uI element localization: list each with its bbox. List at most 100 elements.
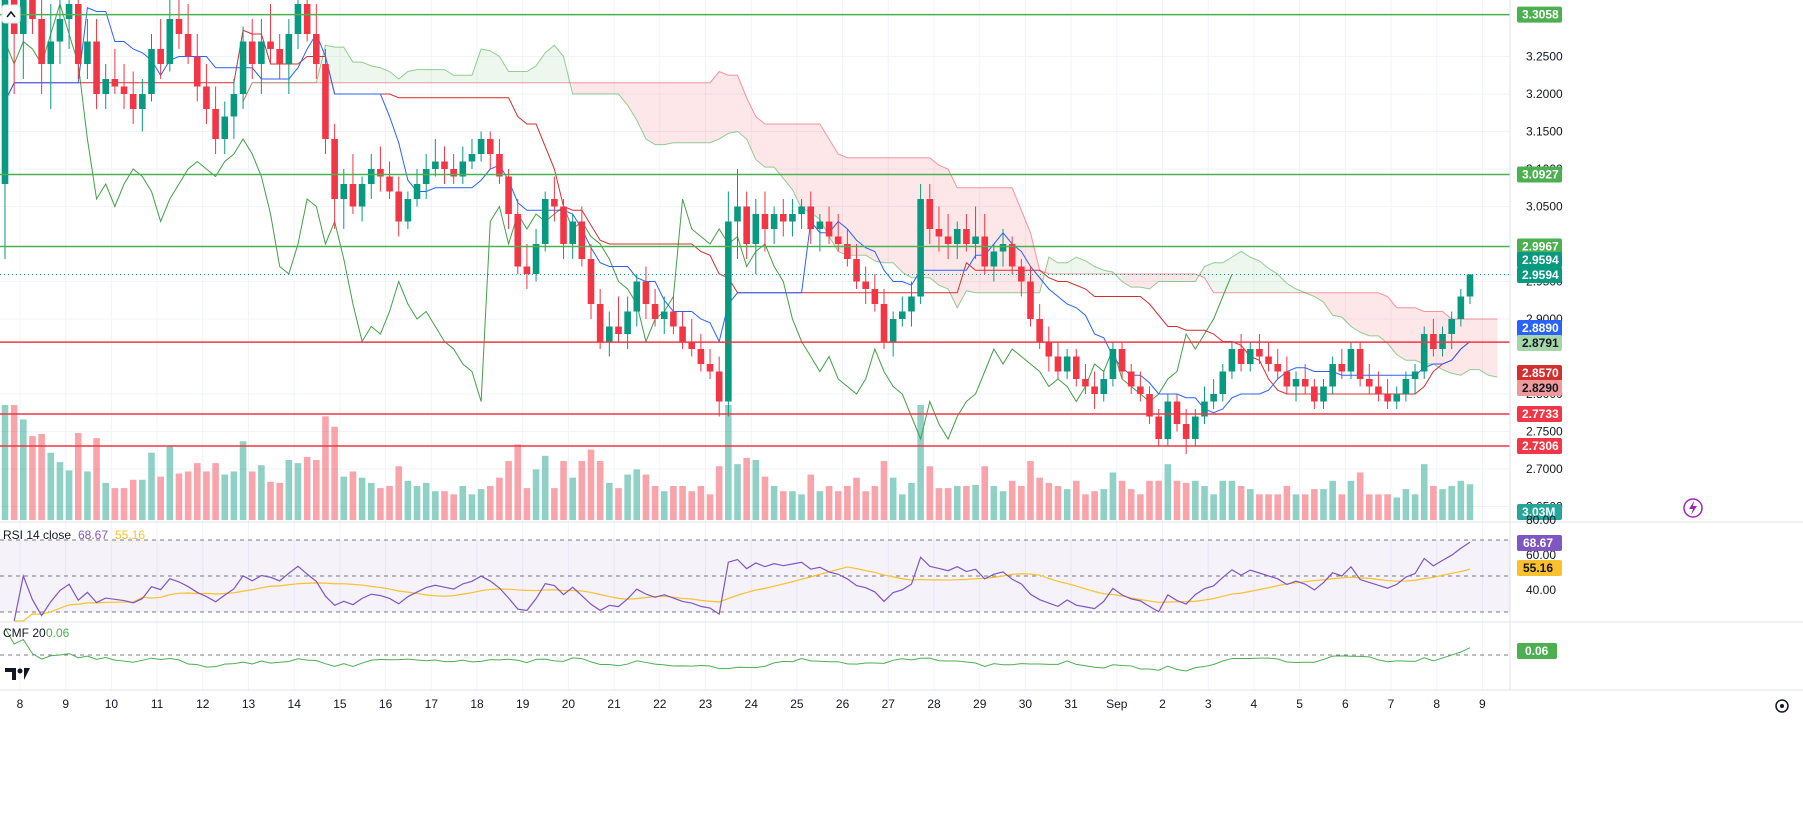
candle-body[interactable] bbox=[1, 0, 9, 184]
candle-body[interactable] bbox=[505, 176, 512, 215]
gear-icon[interactable] bbox=[1775, 699, 1789, 713]
candle-body[interactable] bbox=[1375, 386, 1382, 395]
candle-body[interactable] bbox=[422, 169, 430, 184]
candle-body[interactable] bbox=[715, 371, 723, 402]
candle-body[interactable] bbox=[578, 221, 586, 260]
candle-body[interactable] bbox=[679, 326, 686, 342]
candle-body[interactable] bbox=[999, 244, 1007, 252]
candle-body[interactable] bbox=[477, 139, 485, 154]
candle-body[interactable] bbox=[212, 109, 219, 139]
time-tick-label[interactable]: 13 bbox=[242, 697, 256, 711]
candle-body[interactable] bbox=[1237, 349, 1245, 364]
candles[interactable] bbox=[1, 0, 1474, 454]
candle-body[interactable] bbox=[1393, 394, 1401, 402]
candle-body[interactable] bbox=[1329, 364, 1336, 387]
candle-body[interactable] bbox=[1320, 386, 1327, 402]
candle-body[interactable] bbox=[496, 154, 503, 177]
candle-body[interactable] bbox=[798, 206, 805, 215]
candle-body[interactable] bbox=[725, 221, 732, 402]
time-tick-label[interactable]: 2 bbox=[1159, 697, 1166, 711]
candle-body[interactable] bbox=[972, 236, 979, 245]
candle-body[interactable] bbox=[1082, 379, 1089, 387]
candle-body[interactable] bbox=[935, 229, 943, 237]
time-tick-label[interactable]: 4 bbox=[1251, 697, 1258, 711]
candle-body[interactable] bbox=[761, 214, 769, 229]
candle-body[interactable] bbox=[459, 161, 467, 177]
candle-body[interactable] bbox=[963, 229, 970, 244]
candle-body[interactable] bbox=[1292, 379, 1300, 387]
candle-body[interactable] bbox=[166, 19, 174, 64]
candle-body[interactable] bbox=[926, 199, 934, 229]
time-tick-label[interactable]: 11 bbox=[151, 697, 164, 711]
candle-body[interactable] bbox=[853, 259, 860, 282]
candle-body[interactable] bbox=[395, 191, 403, 222]
candle-body[interactable] bbox=[633, 281, 641, 312]
candle-body[interactable] bbox=[615, 326, 622, 335]
candle-body[interactable] bbox=[532, 244, 540, 274]
price-axis[interactable]: 3.25003.20003.15003.10003.05002.95002.90… bbox=[1509, 0, 1563, 690]
candle-body[interactable] bbox=[1466, 274, 1474, 297]
candle-body[interactable] bbox=[120, 86, 128, 95]
candle-body[interactable] bbox=[1402, 379, 1410, 394]
time-tick-label[interactable]: 8 bbox=[17, 697, 24, 711]
candle-body[interactable] bbox=[322, 64, 329, 139]
candle-body[interactable] bbox=[1018, 266, 1025, 282]
time-tick-label[interactable]: 12 bbox=[196, 697, 210, 711]
candle-body[interactable] bbox=[1155, 416, 1162, 440]
candle-body[interactable] bbox=[184, 34, 192, 57]
time-tick-label[interactable]: 8 bbox=[1433, 697, 1440, 711]
candle-body[interactable] bbox=[825, 221, 833, 237]
time-tick-label[interactable]: 18 bbox=[470, 697, 484, 711]
candle-body[interactable] bbox=[1228, 349, 1236, 372]
candle-body[interactable] bbox=[129, 94, 137, 109]
candle-body[interactable] bbox=[1311, 386, 1318, 402]
candle-body[interactable] bbox=[734, 206, 741, 222]
candle-body[interactable] bbox=[880, 304, 888, 342]
time-tick-label[interactable]: 10 bbox=[105, 697, 119, 711]
candle-body[interactable] bbox=[1347, 349, 1355, 372]
time-tick-label[interactable]: 3 bbox=[1205, 697, 1212, 711]
candle-body[interactable] bbox=[1246, 349, 1254, 364]
candle-body[interactable] bbox=[1173, 401, 1181, 425]
candle-body[interactable] bbox=[294, 4, 302, 34]
candle-body[interactable] bbox=[1283, 371, 1291, 387]
candle-body[interactable] bbox=[377, 169, 384, 177]
candle-body[interactable] bbox=[248, 41, 256, 65]
time-tick-label[interactable]: 21 bbox=[607, 697, 621, 711]
collapse-button[interactable] bbox=[1, 4, 21, 24]
candle-body[interactable] bbox=[340, 184, 348, 199]
time-tick-label[interactable]: 24 bbox=[745, 697, 759, 711]
candle-body[interactable] bbox=[1192, 416, 1199, 440]
candle-body[interactable] bbox=[349, 184, 357, 207]
candle-body[interactable] bbox=[816, 221, 824, 230]
time-tick-label[interactable]: 26 bbox=[836, 697, 850, 711]
candle-body[interactable] bbox=[111, 79, 119, 87]
time-tick-label[interactable]: 23 bbox=[699, 697, 713, 711]
candle-body[interactable] bbox=[560, 206, 567, 245]
candle-body[interactable] bbox=[47, 41, 55, 65]
time-tick-label[interactable]: 20 bbox=[562, 697, 576, 711]
candle-body[interactable] bbox=[569, 221, 576, 245]
rsi-pane[interactable]: RSI 14 close 68.67 55.16 80.00 60.00 40.00 68.… bbox=[0, 513, 1803, 622]
candle-body[interactable] bbox=[1356, 349, 1364, 379]
candle-body[interactable] bbox=[1210, 394, 1217, 402]
candle-body[interactable] bbox=[606, 326, 613, 342]
time-tick-label[interactable]: 22 bbox=[653, 697, 667, 711]
candle-body[interactable] bbox=[642, 281, 650, 305]
candle-body[interactable] bbox=[148, 49, 155, 94]
candle-body[interactable] bbox=[1008, 244, 1016, 267]
candle-body[interactable] bbox=[74, 4, 82, 64]
candle-body[interactable] bbox=[889, 319, 897, 342]
candle-body[interactable] bbox=[358, 184, 366, 207]
time-tick-label[interactable]: 29 bbox=[973, 697, 987, 711]
candle-body[interactable] bbox=[1063, 356, 1071, 372]
time-axis[interactable]: 8 9 10 11 12 13 14 15 16 17 18 19 20 21 22 23 24 25 26 27 28… bbox=[0, 689, 1803, 711]
candle-body[interactable] bbox=[990, 251, 998, 267]
chevron-up-icon[interactable] bbox=[6, 10, 16, 18]
candle-body[interactable] bbox=[1137, 386, 1144, 395]
time-tick-label[interactable]: 9 bbox=[1479, 697, 1486, 711]
candle-body[interactable] bbox=[1164, 401, 1172, 440]
candle-body[interactable] bbox=[1072, 356, 1080, 380]
candle-body[interactable] bbox=[175, 19, 183, 34]
candle-body[interactable] bbox=[1301, 379, 1309, 387]
